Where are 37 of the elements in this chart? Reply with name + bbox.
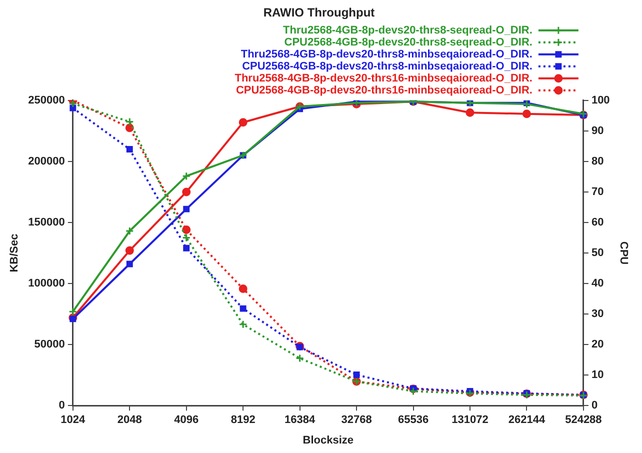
y-tick-label: 150000 xyxy=(28,216,65,229)
x-tick-label: 4096 xyxy=(174,414,199,426)
y-axis-title: KB/Sec xyxy=(8,234,21,272)
y2-tick-label: 40 xyxy=(591,278,604,290)
y2-tick-label: 30 xyxy=(591,308,604,320)
legend-label: Thru2568-4GB-8p-devs20-thrs8-seqread-O_DIR. xyxy=(283,24,532,36)
x-tick-label: 32768 xyxy=(341,414,372,426)
x-tick-label: 65536 xyxy=(398,414,429,426)
x-tick-label: 262144 xyxy=(508,414,546,426)
x-tick-label: 524288 xyxy=(565,414,602,426)
x-tick-label: 8192 xyxy=(230,414,256,426)
y-tick-label: 200000 xyxy=(28,155,65,168)
x-tick-label: 1024 xyxy=(60,414,86,426)
y2-tick-label: 80 xyxy=(591,155,604,168)
y-tick-label: 100000 xyxy=(28,278,65,290)
y2-tick-label: 100 xyxy=(591,94,610,106)
x-axis-title: Blocksize xyxy=(302,434,354,446)
y2-axis-title: CPU xyxy=(617,241,630,265)
y-tick-label: 50000 xyxy=(34,338,65,351)
x-tick-label: 131072 xyxy=(452,414,488,426)
y2-tick-label: 50 xyxy=(591,247,604,260)
y2-tick-label: 0 xyxy=(591,400,598,412)
y2-tick-label: 10 xyxy=(591,369,604,382)
x-tick-label: 16384 xyxy=(284,414,316,426)
legend-label: CPU2568-4GB-8p-devs20-thrs16-minbseqaioread-O_DIR. xyxy=(236,84,532,96)
legend-label: Thru2568-4GB-8p-devs20-thrs16-minbseqaioread-O_DIR. xyxy=(234,72,532,84)
y2-tick-label: 70 xyxy=(591,186,604,198)
legend-label: Thru2568-4GB-8p-devs20-thrs8-minbseqaioread-O_DIR. xyxy=(240,48,532,60)
legend-label: CPU2568-4GB-8p-devs20-thrs8-minbseqaioread-O_DIR. xyxy=(242,60,532,72)
y2-tick-label: 60 xyxy=(591,216,604,229)
x-tick-label: 2048 xyxy=(117,414,142,426)
legend-label: CPU2568-4GB-8p-devs20-thrs8-seqread-O_DIR. xyxy=(284,36,532,48)
y2-tick-label: 20 xyxy=(591,338,604,351)
y-tick-label: 0 xyxy=(58,400,65,412)
y-tick-label: 250000 xyxy=(28,94,65,106)
y2-tick-label: 90 xyxy=(591,124,604,137)
chart-title: RAWIO Throughput xyxy=(263,6,375,20)
